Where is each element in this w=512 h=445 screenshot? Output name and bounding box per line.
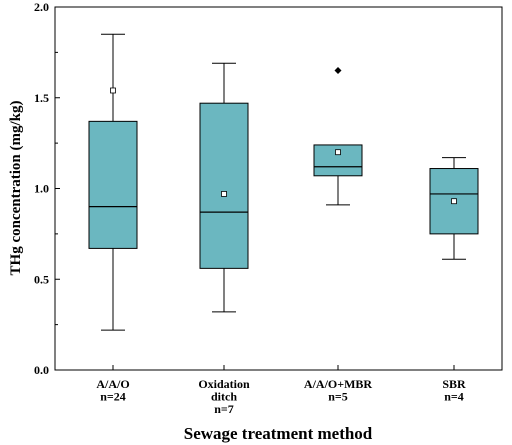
- mean-marker: [221, 191, 227, 197]
- y-tick-label: 0.0: [34, 363, 49, 377]
- x-tick-label: Oxidation: [198, 377, 250, 391]
- x-tick-label: n=7: [214, 402, 234, 416]
- x-tick-label: n=4: [444, 390, 464, 404]
- x-tick-label: n=24: [100, 390, 126, 404]
- x-tick-label: A/A/O: [96, 377, 129, 391]
- box-2: [199, 62, 249, 313]
- y-tick-label: 1.5: [34, 91, 49, 105]
- mean-marker: [335, 149, 341, 156]
- y-tick-label: 2.0: [34, 0, 49, 14]
- box-1: [88, 33, 138, 331]
- x-axis-title: Sewage treatment method: [184, 424, 373, 443]
- outlier-marker: [334, 67, 342, 75]
- box-3: [313, 67, 363, 206]
- y-axis-title: THg concentration (mg/kg): [8, 101, 24, 276]
- iqr-box: [88, 120, 138, 249]
- mean-marker: [110, 87, 116, 94]
- x-tick-label: ditch: [211, 390, 237, 404]
- box-4: [429, 157, 479, 260]
- y-axis: 0.0 0.5 1.0 1.5 2.0: [34, 0, 60, 377]
- box-series: [88, 33, 479, 331]
- iqr-box: [199, 102, 249, 269]
- x-tick-label: SBR: [442, 377, 466, 391]
- y-tick-label: 0.5: [34, 272, 49, 286]
- x-tick-label: n=5: [328, 390, 348, 404]
- x-tick-label: A/A/O+MBR: [304, 377, 373, 391]
- mean-marker: [451, 198, 457, 205]
- y-tick-label: 1.0: [34, 182, 49, 196]
- iqr-box: [429, 168, 479, 235]
